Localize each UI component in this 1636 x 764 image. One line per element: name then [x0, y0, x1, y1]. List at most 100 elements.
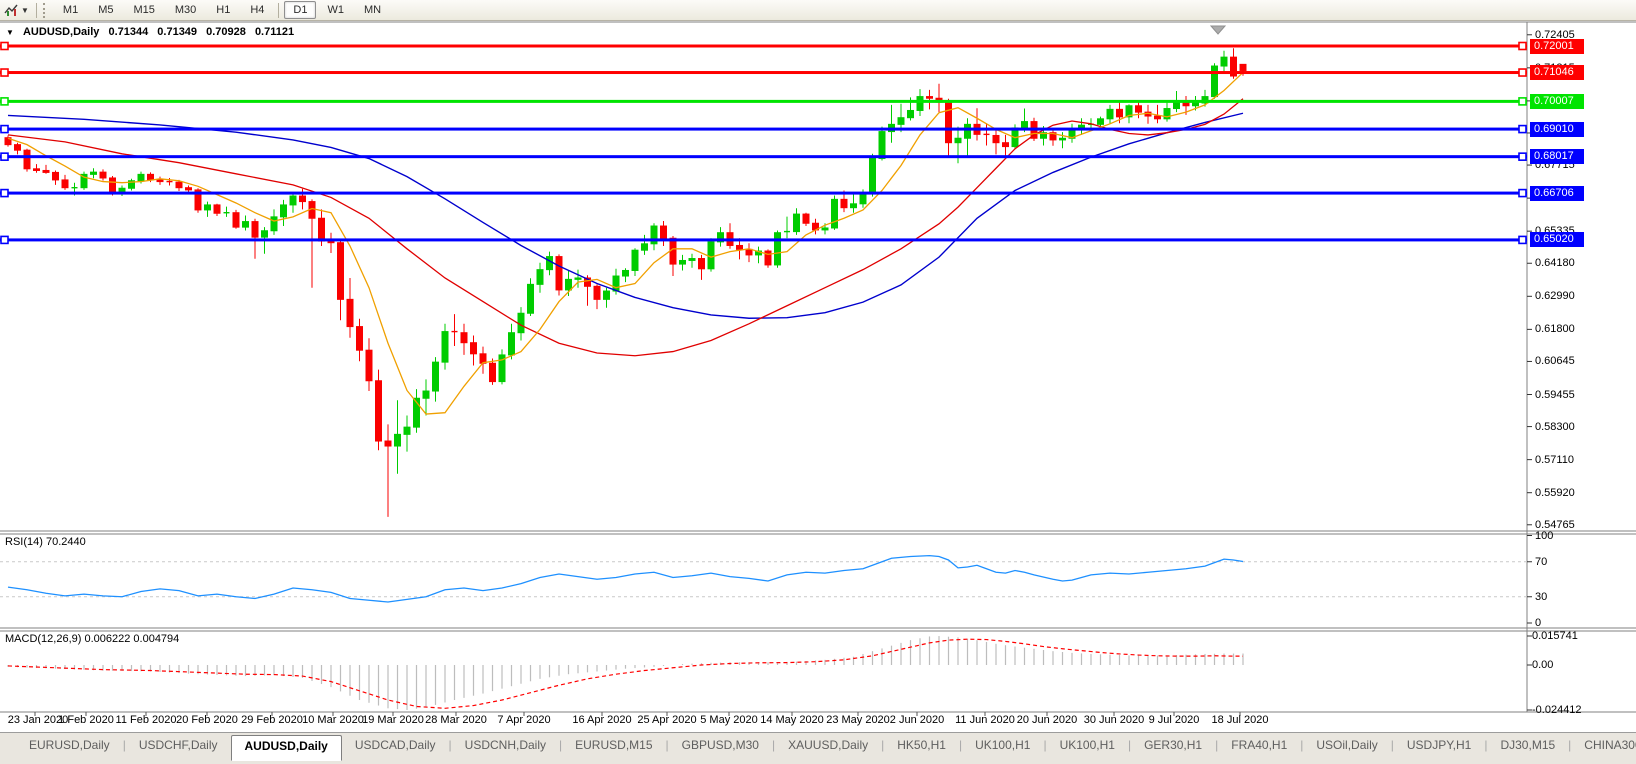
rsi-line	[7, 554, 1244, 603]
price-tick-label: 0.54765	[1535, 518, 1575, 531]
ma-mid-line	[7, 98, 1244, 357]
tab-separator: |	[1043, 738, 1047, 752]
tab-item-usdchf-daily[interactable]: USDCHF,Daily	[138, 738, 218, 752]
rsi-axis-label: 0	[1535, 617, 1542, 629]
horizontal-line-0.72001[interactable]	[0, 44, 1527, 48]
rsi-axis-label: 70	[1535, 555, 1548, 568]
tab-separator: |	[122, 738, 126, 752]
tab-item-gbpusd-m30[interactable]: GBPUSD,M30	[681, 738, 759, 752]
chart-cursor-icon[interactable]	[4, 3, 20, 17]
tab-item-usdcad-daily[interactable]: USDCAD,Daily	[354, 738, 436, 752]
timeframe-toolbar: ▼ M1 M5 M15 M30 H1 H4 D1 W1 MN	[0, 0, 1636, 21]
tab-item-china300-h4[interactable]: CHINA300,H4	[1584, 738, 1636, 752]
date-label: 16 Apr 2020	[572, 714, 632, 726]
chart-title: ▼ AUDUSD,Daily 0.71344 0.71349 0.70928 0…	[6, 26, 294, 38]
tab-item-hk50-h1[interactable]: HK50,H1	[897, 738, 946, 752]
ohlc-open: 0.71344	[108, 26, 149, 38]
tab-separator: |	[1390, 738, 1394, 752]
macd-histogram	[7, 636, 1244, 710]
price-line-badge-0.68017: 0.68017	[1530, 149, 1584, 165]
date-label: 14 May 2020	[760, 714, 824, 726]
hlines-layer	[0, 41, 1527, 245]
timeframe-button-M1[interactable]: M1	[62, 4, 79, 16]
timeframe-button-M5[interactable]: M5	[98, 4, 114, 16]
date-label: 20 Jun 2020	[1016, 714, 1078, 726]
chart-tabs: EURUSD,Daily | USDCHF,Daily AUDUSD,Daily USD…	[16, 733, 1636, 761]
rsi-axis-label: 100	[1535, 529, 1554, 542]
date-label: 19 Mar 2020	[362, 714, 424, 726]
timeframe-button-MN[interactable]: MN	[363, 4, 382, 16]
macd-signal-line	[7, 638, 1244, 709]
date-label: 11 Feb 2020	[115, 714, 177, 726]
price-line-badge-0.69010: 0.69010	[1530, 121, 1584, 137]
price-line-badge-0.65020: 0.65020	[1530, 232, 1584, 248]
timeframe-button-D1[interactable]: D1	[284, 1, 317, 19]
candles-layer	[4, 48, 1247, 517]
horizontal-line-0.68017[interactable]	[0, 155, 1527, 159]
date-label: 18 Jul 2020	[1211, 714, 1269, 726]
bar-shift-marker-icon[interactable]	[1209, 25, 1227, 35]
tab-separator: |	[771, 738, 776, 752]
price-tick-label: 0.62990	[1535, 290, 1575, 303]
toolbar-separator	[278, 2, 280, 18]
toolbar-grip[interactable]	[42, 2, 47, 18]
timeframe-button-M15[interactable]: M15	[133, 4, 155, 16]
timeframe-button-W1[interactable]: W1	[327, 4, 344, 16]
timeframe-button-H1[interactable]: H1	[216, 4, 231, 16]
ohlc-close: 0.71121	[254, 26, 295, 38]
tab-item-dj30-m15[interactable]: DJ30,M15	[1500, 738, 1556, 752]
tab-item-fra40-h1[interactable]: FRA40,H1	[1231, 738, 1288, 752]
price-tick-label: 0.60645	[1535, 355, 1575, 368]
horizontal-line-0.66706[interactable]	[0, 191, 1527, 195]
tab-separator: |	[881, 738, 885, 752]
ma-slow-line	[7, 112, 1244, 319]
macd-axis-label: 0.00	[1532, 659, 1554, 671]
date-label: 29 Feb 2020	[241, 714, 303, 726]
tab-item-ger30-h1[interactable]: GER30,H1	[1144, 738, 1203, 752]
tab-item-eurusd-m15[interactable]: EURUSD,M15	[575, 738, 653, 752]
rsi-axis-label: 30	[1535, 590, 1548, 603]
date-label: 1 Feb 2020	[58, 714, 114, 726]
date-label: 7 Apr 2020	[497, 714, 551, 726]
rsi-pane-header: RSI(14) 70.2440	[5, 536, 86, 548]
date-label: 23 May 2020	[826, 714, 890, 726]
price-tick-label: 0.55920	[1535, 486, 1575, 499]
price-tick-label: 0.61800	[1535, 323, 1575, 336]
horizontal-line-0.70007[interactable]	[0, 99, 1527, 103]
chart-title-dropdown-icon[interactable]: ▼	[6, 28, 14, 37]
timeframe-button-H4[interactable]: H4	[250, 4, 265, 16]
tab-item-eurusd-daily[interactable]: EURUSD,Daily	[29, 738, 110, 752]
date-label: 30 Jun 2020	[1083, 714, 1145, 726]
tab-item-uk100-h1[interactable]: UK100,H1	[975, 738, 1031, 752]
tab-separator: |	[1568, 738, 1572, 752]
pane-borders	[0, 21, 1636, 713]
chart-tool-dropdown-icon[interactable]: ▼	[21, 5, 29, 15]
tab-item-audusd-daily[interactable]: AUDUSD,Daily	[230, 735, 342, 761]
tab-item-xauusd-daily[interactable]: XAUUSD,Daily	[788, 738, 869, 752]
price-tick-label: 0.72405	[1535, 28, 1575, 41]
price-line-badge-0.71046: 0.71046	[1530, 65, 1584, 81]
horizontal-line-0.69010[interactable]	[0, 127, 1527, 131]
tab-separator: |	[665, 738, 669, 752]
horizontal-line-0.71046[interactable]	[0, 71, 1527, 75]
tab-item-usdjpy-h1[interactable]: USDJPY,H1	[1406, 738, 1472, 752]
tab-item-usdcnh-daily[interactable]: USDCNH,Daily	[464, 738, 547, 752]
ohlc-high: 0.71349	[157, 26, 198, 38]
horizontal-line-0.65020[interactable]	[0, 238, 1527, 242]
tab-item-usoil-daily[interactable]: USOil,Daily	[1316, 738, 1378, 752]
tab-separator: |	[448, 738, 452, 752]
date-label: 9 Jul 2020	[1148, 714, 1200, 726]
timeframe-button-M30[interactable]: M30	[174, 4, 197, 16]
timeframe-buttons: M1 M5 M15 M30 H1 H4 D1 W1 MN	[53, 1, 391, 19]
date-label: 10 Mar 2020	[302, 714, 364, 726]
date-label: 23 Jan 2020	[7, 714, 69, 726]
date-label: 28 Mar 2020	[425, 714, 487, 726]
price-tick-label: 0.59455	[1535, 388, 1575, 401]
toolbar-separator	[35, 2, 37, 18]
macd-axis-label: 0.015741	[1532, 629, 1578, 642]
tab-item-uk100-h1[interactable]: UK100,H1	[1059, 738, 1115, 752]
chart-tabbar: EURUSD,Daily | USDCHF,Daily AUDUSD,Daily USD…	[0, 732, 1636, 764]
date-label: 5 May 2020	[700, 714, 758, 726]
